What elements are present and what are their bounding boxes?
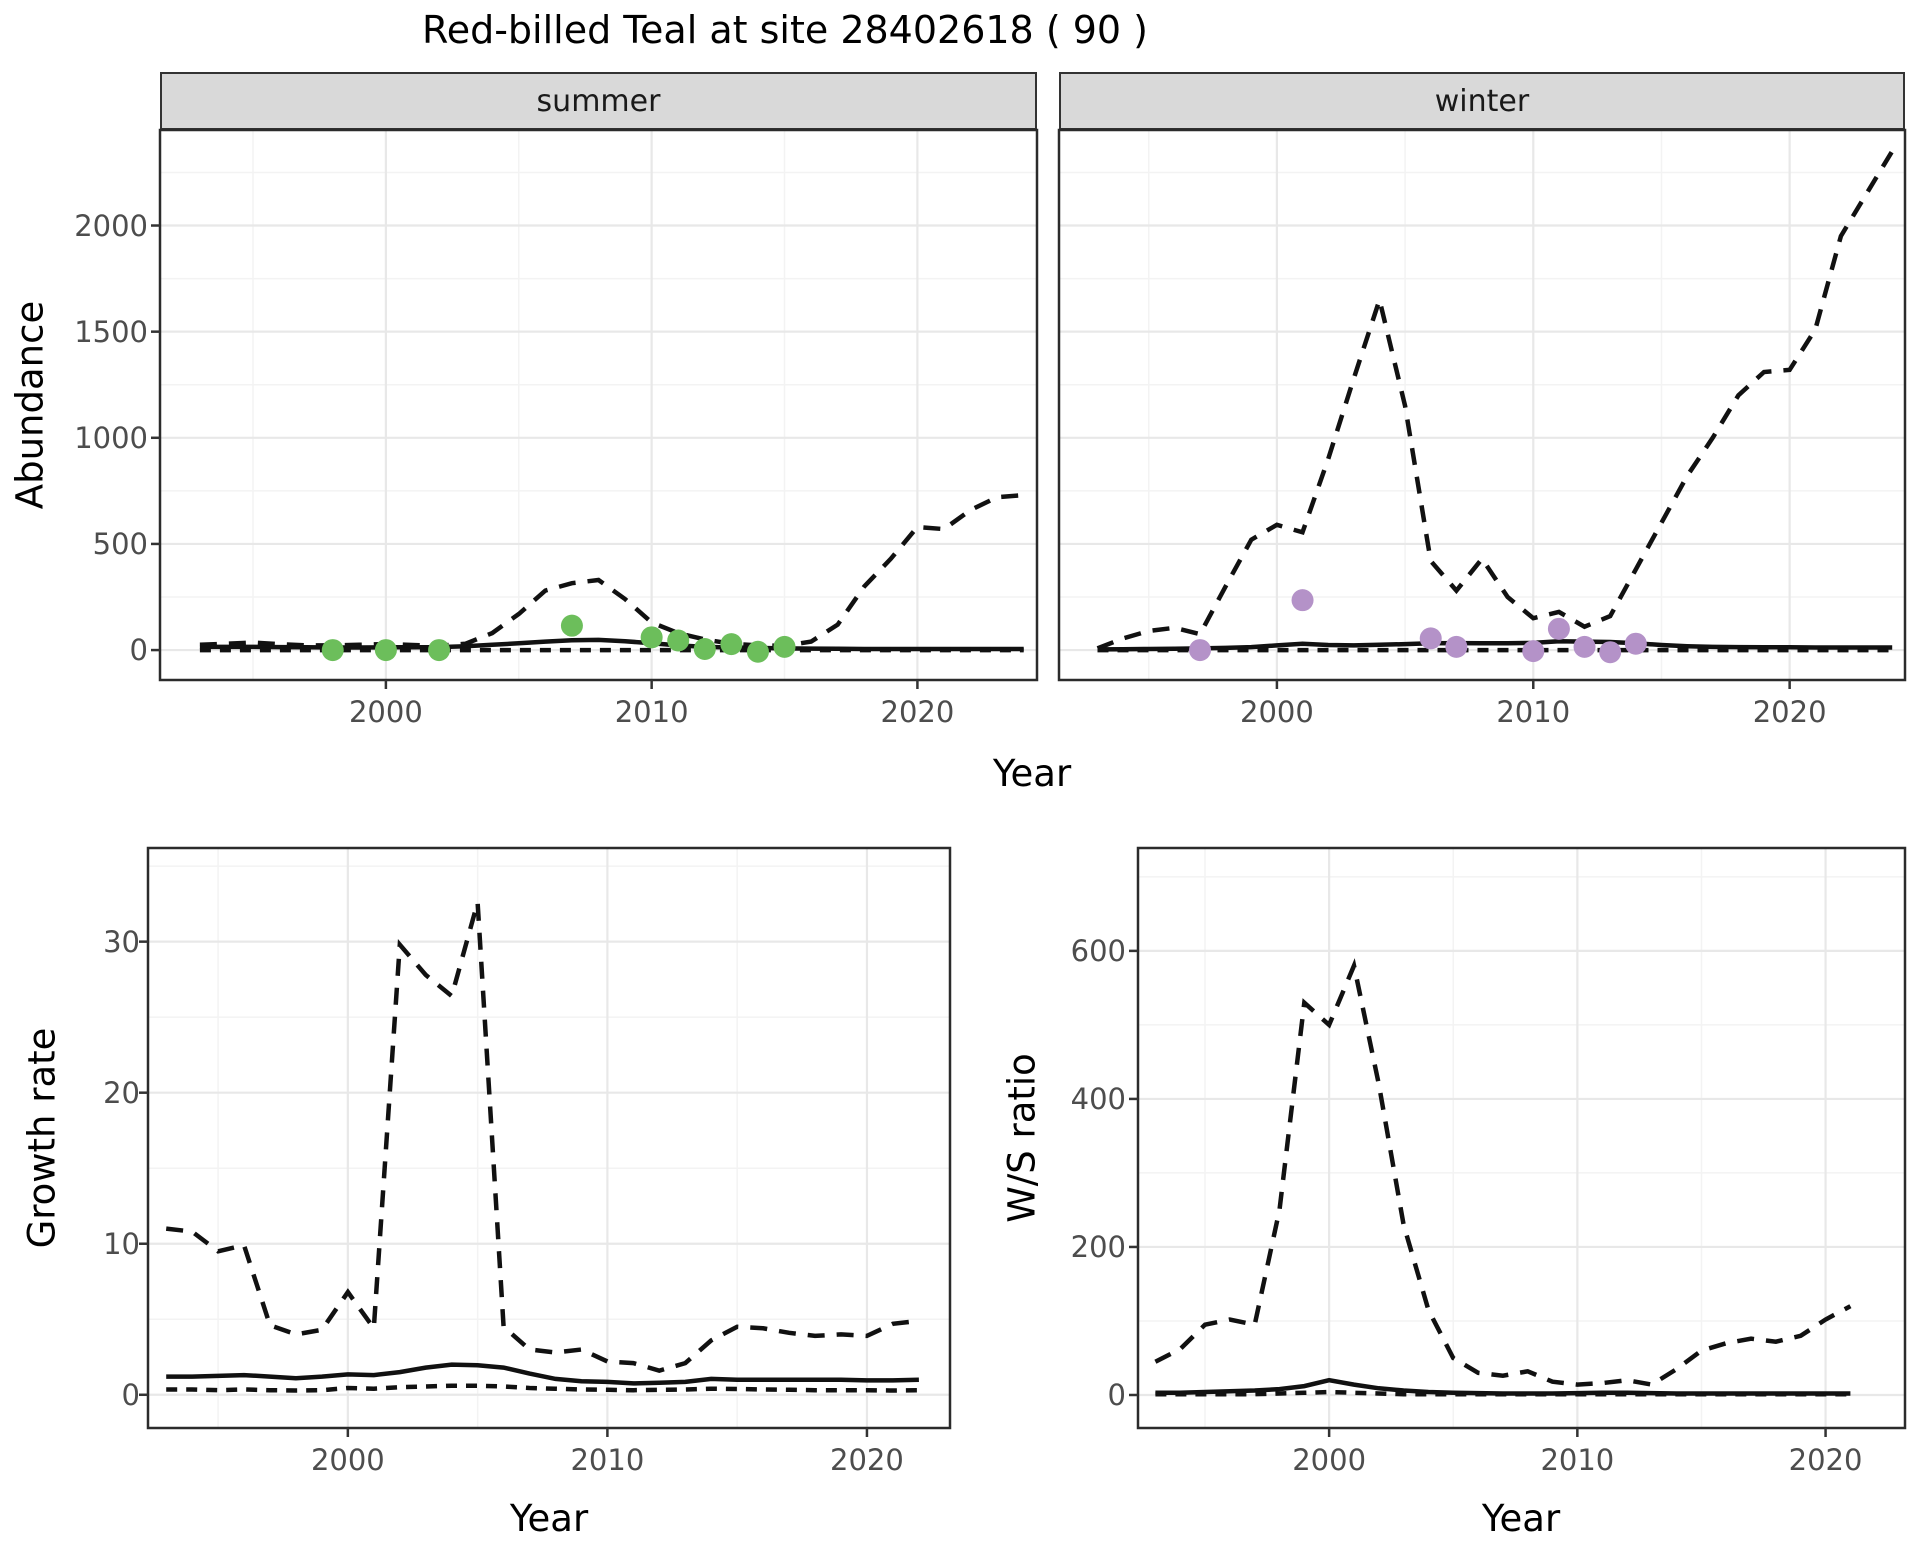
- growth-rate-lower-line: [166, 1383, 919, 1393]
- x-tick-label: 2020: [830, 1443, 904, 1477]
- data-point-winter: [1189, 639, 1211, 662]
- y-tick-label: 400: [1070, 1081, 1126, 1116]
- facet-strip-winter: winter: [1059, 72, 1905, 130]
- facet-strip-summer-label: summer: [536, 83, 661, 119]
- y-tick-label: 30: [103, 924, 140, 959]
- x-tick-label: 2020: [1752, 695, 1827, 729]
- w-s-ratio-upper-line: [1154, 958, 1852, 1387]
- x-tick-label: 2010: [614, 695, 689, 729]
- y-tick-label: 1000: [74, 420, 148, 455]
- data-point-summer: [693, 638, 716, 661]
- data-point-summer: [667, 629, 690, 652]
- y-tick-label: 0: [129, 633, 148, 668]
- x-tick-label: 2020: [1788, 1443, 1863, 1477]
- growth-year-axis-title: Year: [509, 1497, 589, 1540]
- growth-rate-upper-line: [165, 901, 920, 1373]
- data-point-winter: [1522, 640, 1545, 663]
- panel-border: [158, 128, 1039, 682]
- panel-border: [146, 846, 952, 1430]
- panel-background: [160, 130, 1037, 680]
- top-year-axis-title: Year: [992, 752, 1072, 795]
- ws-year-axis-title: Year: [1481, 1497, 1561, 1540]
- data-point-winter: [1573, 635, 1596, 658]
- data-point-summer: [720, 633, 743, 656]
- x-tick-label: 2000: [310, 1443, 385, 1477]
- facet-strip-winter-label: winter: [1434, 83, 1530, 119]
- panel-border: [1057, 128, 1907, 682]
- ws-ratio-axis-title: W/S ratio: [1000, 1053, 1044, 1223]
- y-tick-label: 600: [1070, 933, 1126, 968]
- data-point-summer: [560, 614, 583, 637]
- y-tick-label: 2000: [74, 208, 148, 243]
- panel-background: [1059, 130, 1905, 680]
- y-tick-label: 0: [1107, 1377, 1126, 1412]
- x-tick-label: 2010: [1540, 1443, 1615, 1477]
- x-tick-label: 2020: [880, 695, 955, 729]
- data-point-winter: [1547, 617, 1570, 640]
- data-point-summer: [640, 626, 663, 649]
- x-tick-label: 2000: [348, 695, 423, 729]
- y-tick-label: 200: [1070, 1229, 1126, 1264]
- x-tick-label: 2000: [1240, 695, 1314, 729]
- growth-rate-median-line: [166, 1362, 919, 1386]
- panel-border: [1136, 846, 1907, 1430]
- y-tick-label: 0: [121, 1377, 140, 1412]
- data-point-summer: [773, 635, 796, 658]
- summer-upper-line: [199, 492, 1024, 649]
- data-point-winter: [1419, 627, 1442, 650]
- w-s-ratio-lower-line: [1155, 1389, 1851, 1397]
- y-tick-label: 500: [92, 526, 148, 561]
- data-point-summer: [746, 640, 769, 663]
- data-point-winter: [1599, 641, 1622, 664]
- winter-upper-line: [1096, 150, 1895, 651]
- x-tick-label: 2000: [1292, 1443, 1367, 1477]
- panel-background: [1138, 848, 1905, 1428]
- y-tick-label: 10: [103, 1226, 140, 1261]
- data-point-winter: [1291, 589, 1314, 612]
- y-tick-label: 1500: [74, 314, 148, 349]
- data-point-winter: [1445, 635, 1468, 658]
- x-tick-label: 2010: [1496, 695, 1571, 729]
- data-point-summer: [321, 639, 344, 662]
- winter-median-line: [1097, 638, 1893, 652]
- panel-background: [148, 848, 950, 1428]
- facet-strip-summer: summer: [160, 72, 1037, 130]
- growth-rate-axis-title: Growth rate: [20, 1027, 64, 1249]
- y-tick-label: 20: [103, 1075, 140, 1110]
- data-point-winter: [1624, 632, 1647, 655]
- x-tick-label: 2010: [570, 1443, 645, 1477]
- plot-title: Red-billed Teal at site 28402618 ( 90 ): [422, 8, 1148, 52]
- data-point-summer: [428, 639, 451, 662]
- data-point-summer: [374, 639, 397, 662]
